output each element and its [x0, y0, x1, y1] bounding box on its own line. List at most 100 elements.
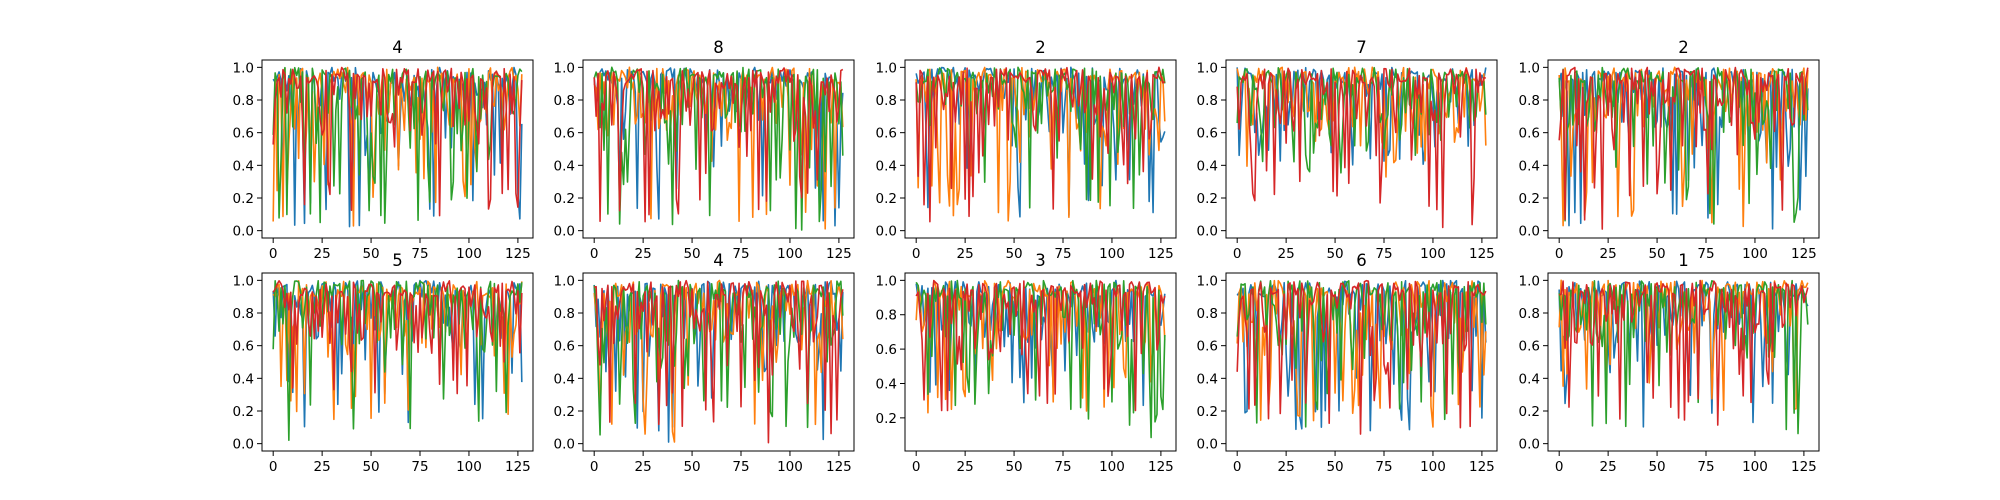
- x-tick-label: 0: [1233, 459, 1242, 475]
- x-tick-label: 25: [635, 459, 652, 475]
- y-tick-label: 0.0: [554, 224, 575, 240]
- y-tick-label: 0.6: [554, 126, 575, 142]
- y-tick-label: 0.4: [1197, 158, 1218, 174]
- x-tick-label: 50: [683, 459, 700, 475]
- x-tick-label: 100: [456, 459, 482, 475]
- y-tick-label: 0.2: [1197, 404, 1218, 420]
- subplot-title: 6: [1356, 251, 1367, 270]
- x-tick-label: 50: [683, 246, 700, 262]
- y-tick-label: 1.0: [1519, 60, 1540, 76]
- x-tick-label: 25: [314, 246, 331, 262]
- x-tick-label: 125: [505, 246, 531, 262]
- series-line-4: [272, 66, 523, 217]
- series-line-4: [1558, 279, 1809, 426]
- x-tick-label: 75: [1697, 459, 1714, 475]
- x-tick-label: 50: [1326, 246, 1343, 262]
- y-tick-label: 1.0: [876, 60, 897, 76]
- x-tick-label: 75: [1054, 246, 1071, 262]
- y-tick-label: 0.4: [1197, 371, 1218, 387]
- subplot-10: 0 25 50 75 100 125 0.0 0.2 0.4 0.6 0.8 1.0 1: [1519, 251, 1820, 475]
- subplot-title: 2: [1035, 38, 1046, 57]
- x-tick-label: 125: [1791, 459, 1817, 475]
- x-tick-label: 25: [957, 246, 974, 262]
- y-tick-label: 0.8: [554, 306, 575, 322]
- series-line-3: [272, 279, 523, 442]
- subplot-2: 0 25 50 75 100 125 0.0 0.2 0.4 0.6 0.8 1.0 8: [554, 38, 855, 262]
- subplot-title: 2: [1678, 38, 1689, 57]
- y-tick-label: 0.6: [876, 342, 897, 358]
- y-tick-label: 1.0: [1197, 273, 1218, 289]
- y-tick-label: 0.8: [233, 93, 254, 109]
- y-tick-label: 0.6: [876, 126, 897, 142]
- y-tick-label: 0.4: [1519, 158, 1540, 174]
- axes-frame: [904, 272, 1177, 452]
- x-tick-label: 0: [590, 246, 599, 262]
- subplot-title: 7: [1356, 38, 1367, 57]
- y-tick-label: 1.0: [233, 273, 254, 289]
- series-line-2: [593, 279, 844, 443]
- axes-frame: [261, 272, 534, 452]
- subplot-1: 0 25 50 75 100 125 0.0 0.2 0.4 0.6 0.8 1.0 4: [233, 38, 534, 262]
- y-tick-label: 0.4: [876, 158, 897, 174]
- x-tick-label: 0: [269, 459, 278, 475]
- x-tick-label: 75: [1375, 459, 1392, 475]
- subplot-5: 0 25 50 75 100 125 0.0 0.2 0.4 0.6 0.8 1.0 2: [1519, 38, 1820, 262]
- x-tick-label: 25: [957, 459, 974, 475]
- y-tick-label: 0.8: [1519, 93, 1540, 109]
- x-tick-label: 125: [505, 459, 531, 475]
- x-tick-label: 50: [1005, 459, 1022, 475]
- y-tick-label: 0.2: [876, 411, 897, 427]
- y-tick-label: 0.4: [233, 371, 254, 387]
- y-tick-label: 0.0: [1197, 224, 1218, 240]
- y-tick-label: 0.2: [554, 191, 575, 207]
- x-tick-label: 75: [1054, 459, 1071, 475]
- series-line-4: [594, 279, 844, 444]
- y-tick-label: 0.2: [1197, 191, 1218, 207]
- y-tick-label: 0.0: [1519, 437, 1540, 453]
- x-tick-label: 0: [1233, 246, 1242, 262]
- y-tick-label: 0.8: [1197, 93, 1218, 109]
- y-tick-label: 0.0: [1519, 224, 1540, 240]
- subplot-title: 8: [713, 38, 724, 57]
- y-tick-label: 1.0: [554, 60, 575, 76]
- y-tick-label: 0.4: [554, 158, 575, 174]
- x-tick-label: 0: [269, 246, 278, 262]
- series-line-4: [915, 66, 1166, 223]
- axes-frame: [582, 59, 855, 239]
- x-tick-label: 50: [362, 246, 379, 262]
- subplot-4: 0 25 50 75 100 125 0.0 0.2 0.4 0.6 0.8 1.0 7: [1197, 38, 1498, 262]
- series-line-2: [272, 66, 523, 227]
- y-tick-label: 0.0: [1197, 437, 1218, 453]
- axes-frame: [1225, 272, 1498, 452]
- x-tick-label: 100: [1099, 246, 1125, 262]
- y-tick-label: 1.0: [876, 273, 897, 289]
- series-line-3: [915, 66, 1166, 210]
- x-tick-label: 0: [1555, 246, 1564, 262]
- x-tick-label: 25: [1278, 246, 1295, 262]
- y-tick-label: 0.2: [233, 404, 254, 420]
- y-tick-label: 1.0: [1197, 60, 1218, 76]
- y-tick-label: 0.8: [876, 308, 897, 324]
- y-tick-label: 1.0: [233, 60, 254, 76]
- y-tick-label: 0.0: [554, 437, 575, 453]
- y-tick-label: 0.4: [876, 376, 897, 392]
- x-tick-label: 100: [777, 459, 803, 475]
- y-tick-label: 0.2: [233, 191, 254, 207]
- series-line-4: [1558, 66, 1809, 230]
- series-line-4: [593, 67, 844, 223]
- series-line-4: [272, 280, 523, 395]
- y-tick-label: 0.4: [554, 371, 575, 387]
- subplot-6: 0 25 50 75 100 125 0.0 0.2 0.4 0.6 0.8 1.0 5: [233, 251, 534, 475]
- x-tick-label: 50: [1326, 459, 1343, 475]
- x-tick-label: 125: [1791, 246, 1817, 262]
- x-tick-label: 75: [411, 459, 428, 475]
- x-tick-label: 125: [826, 246, 852, 262]
- x-tick-label: 100: [1420, 459, 1446, 475]
- x-tick-label: 0: [1555, 459, 1564, 475]
- y-tick-label: 0.6: [233, 339, 254, 355]
- subplot-title: 4: [713, 251, 724, 270]
- x-tick-label: 100: [1742, 246, 1768, 262]
- series-line-4: [1236, 67, 1487, 229]
- x-tick-label: 0: [912, 246, 921, 262]
- x-tick-label: 0: [590, 459, 599, 475]
